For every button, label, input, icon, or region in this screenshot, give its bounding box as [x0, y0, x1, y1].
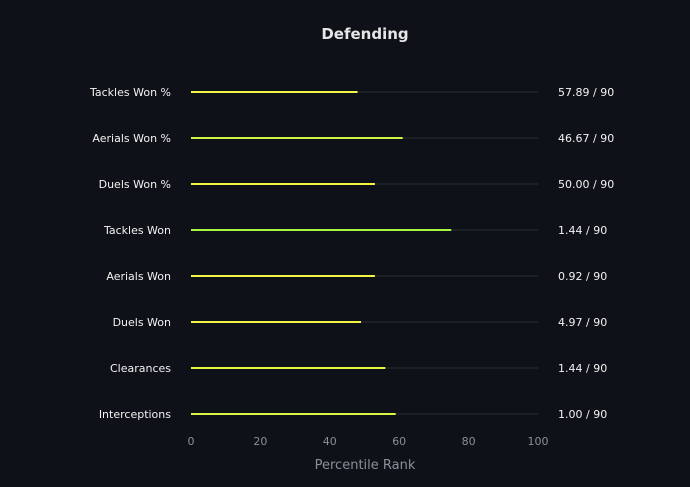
value-label: 46.67 / 90 — [558, 132, 614, 145]
category-label: Tackles Won % — [89, 86, 171, 99]
x-tick-label: 80 — [462, 435, 476, 448]
category-label: Tackles Won — [103, 224, 171, 237]
x-tick-label: 60 — [392, 435, 406, 448]
bar-row: Aerials Won 0.92 / 90 — [106, 270, 607, 283]
x-tick-label: 20 — [253, 435, 267, 448]
x-tick-label: 100 — [528, 435, 549, 448]
chart-title: Defending — [321, 25, 408, 43]
value-label: 50.00 / 90 — [558, 178, 614, 191]
x-tick-label: 40 — [323, 435, 337, 448]
bar-row: Duels Won 4.97 / 90 — [113, 316, 608, 329]
category-label: Aerials Won % — [92, 132, 171, 145]
x-axis-label: Percentile Rank — [315, 458, 416, 473]
value-label: 1.00 / 90 — [558, 408, 607, 421]
value-label: 1.44 / 90 — [558, 362, 607, 375]
value-label: 57.89 / 90 — [558, 86, 614, 99]
bar-row: Clearances 1.44 / 90 — [110, 362, 607, 375]
category-label: Duels Won % — [99, 178, 171, 191]
category-label: Clearances — [110, 362, 171, 375]
category-label: Interceptions — [99, 408, 171, 421]
value-label: 4.97 / 90 — [558, 316, 607, 329]
value-label: 0.92 / 90 — [558, 270, 607, 283]
bar-row: Aerials Won % 46.67 / 90 — [92, 132, 614, 145]
bar-row: Tackles Won 1.44 / 90 — [103, 224, 607, 237]
bar-row: Duels Won % 50.00 / 90 — [99, 178, 615, 191]
x-tick-label: 0 — [188, 435, 195, 448]
category-label: Aerials Won — [106, 270, 171, 283]
bar-row: Tackles Won % 57.89 / 90 — [89, 86, 614, 99]
category-label: Duels Won — [113, 316, 171, 329]
value-label: 1.44 / 90 — [558, 224, 607, 237]
bar-row: Interceptions 1.00 / 90 — [99, 408, 607, 421]
